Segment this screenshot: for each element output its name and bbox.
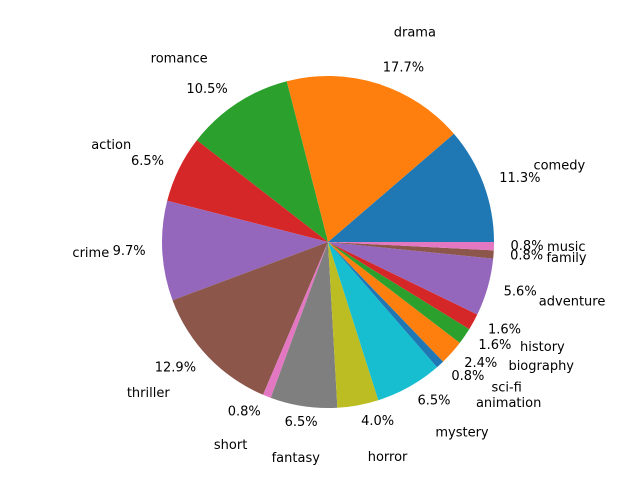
pie-slice-drama xyxy=(286,76,454,242)
pie-slice-fantasy xyxy=(270,242,338,408)
pie-slice-family xyxy=(328,242,494,259)
pie-labels: 11.3%comedy17.7%drama10.5%romance6.5%act… xyxy=(72,25,605,466)
pie-pct-label-short: 0.8% xyxy=(228,404,261,419)
pie-pct-label-crime: 9.7% xyxy=(113,244,146,259)
pie-category-label-adventure: adventure xyxy=(539,294,606,309)
pie-pct-label-thriller: 12.9% xyxy=(155,361,196,376)
pie-category-label-fantasy: fantasy xyxy=(272,451,321,466)
pie-pct-label-biography: 1.6% xyxy=(478,338,511,353)
pie-category-label-drama: drama xyxy=(394,25,436,40)
pie-category-label-horror: horror xyxy=(368,450,408,465)
pie-category-label-action: action xyxy=(91,138,131,153)
pie-slices xyxy=(162,76,494,408)
pie-category-label-music: music xyxy=(547,240,585,255)
pie-slice-adventure xyxy=(328,242,494,315)
pie-slice-biography xyxy=(328,242,470,343)
pie-slice-history xyxy=(328,242,478,330)
pie-category-label-history: history xyxy=(520,340,565,355)
pie-pct-label-romance: 10.5% xyxy=(186,82,227,97)
pie-slice-horror xyxy=(328,242,379,408)
pie-pct-label-mystery: 6.5% xyxy=(417,394,450,409)
pie-category-label-sci-fi: sci-fi xyxy=(491,380,521,395)
pie-pct-label-action: 6.5% xyxy=(131,154,164,169)
pie-pct-label-sci-fi: 2.4% xyxy=(464,356,497,371)
pie-pct-label-family: 0.8% xyxy=(510,248,543,263)
pie-slice-short xyxy=(263,242,328,398)
pie-slice-animation xyxy=(328,242,444,368)
pie-slice-thriller xyxy=(172,242,328,395)
pie-category-label-animation: animation xyxy=(476,396,541,411)
pie-pct-label-animation: 0.8% xyxy=(451,369,484,384)
pie-category-label-comedy: comedy xyxy=(533,158,585,173)
pie-slice-crime xyxy=(162,200,328,301)
pie-pct-label-horror: 4.0% xyxy=(361,414,394,429)
pie-category-label-short: short xyxy=(214,438,247,453)
pie-pct-label-history: 1.6% xyxy=(488,322,521,337)
pie-slice-action xyxy=(167,140,328,242)
pie-slice-romance xyxy=(196,81,328,242)
pie-category-label-mystery: mystery xyxy=(435,426,489,441)
pie-category-label-thriller: thriller xyxy=(127,386,171,401)
pie-category-label-biography: biography xyxy=(508,359,574,374)
pie-pct-label-music: 0.8% xyxy=(511,239,544,254)
pie-pct-label-drama: 17.7% xyxy=(383,60,424,75)
pie-slice-sci-fi xyxy=(328,242,460,362)
pie-category-label-family: family xyxy=(546,251,586,266)
pie-category-label-crime: crime xyxy=(72,246,109,261)
pie-slice-mystery xyxy=(328,242,437,401)
pie-slice-comedy xyxy=(328,133,494,242)
pie-category-label-romance: romance xyxy=(151,51,208,66)
pie-pct-label-fantasy: 6.5% xyxy=(285,415,318,430)
pie-slice-music xyxy=(328,242,494,251)
pie-pct-label-comedy: 11.3% xyxy=(499,171,540,186)
pie-pct-label-adventure: 5.6% xyxy=(504,284,537,299)
